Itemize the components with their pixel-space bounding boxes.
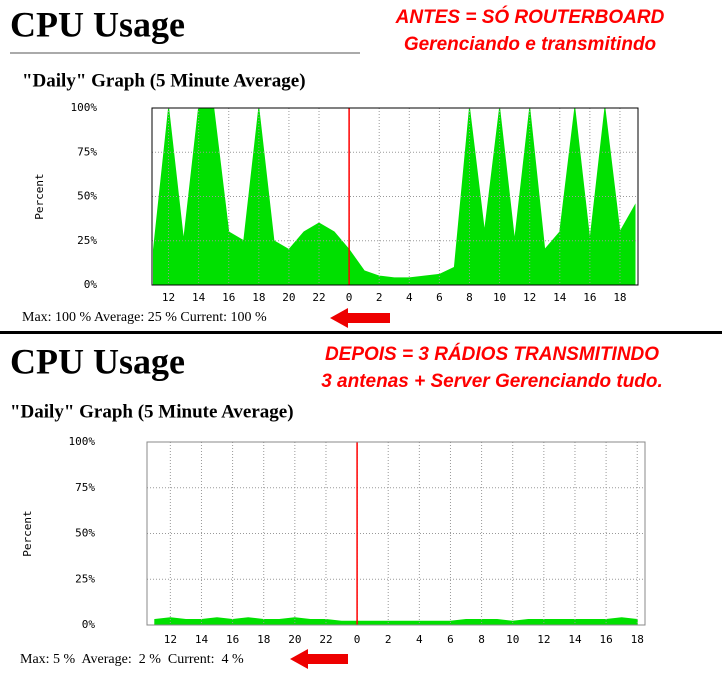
x-tick-label: 16: [583, 291, 596, 304]
summary: Max: 5 % Average: 2 % Current: 4 %: [20, 652, 244, 667]
x-tick-label: 14: [195, 633, 209, 646]
y-tick-label: 75%: [77, 145, 97, 158]
y-tick-label: 75%: [75, 481, 95, 494]
x-tick-label: 0: [346, 291, 353, 304]
annotation: DEPOIS = 3 RÁDIOS TRANSMITINDO: [325, 343, 659, 365]
y-axis-label: Percent: [33, 173, 46, 219]
x-tick-label: 22: [312, 291, 325, 304]
subtitle: "Daily" Graph (5 Minute Average): [22, 70, 306, 91]
annotation: 3 antenas + Server Gerenciando tudo.: [321, 371, 663, 392]
x-tick-label: 20: [288, 633, 301, 646]
y-tick-label: 50%: [77, 190, 97, 203]
x-tick-label: 12: [162, 291, 175, 304]
red-arrow: [290, 649, 348, 669]
annotation: Gerenciando e transmitindo: [404, 34, 656, 55]
annotation: ANTES = SÓ ROUTERBOARD: [395, 6, 665, 28]
y-tick-label: 25%: [75, 572, 95, 585]
x-tick-label: 18: [631, 633, 644, 646]
x-tick-label: 6: [436, 291, 443, 304]
x-tick-label: 0: [354, 633, 361, 646]
x-tick-label: 10: [506, 633, 519, 646]
x-tick-label: 12: [523, 291, 536, 304]
red-arrow: [330, 308, 390, 328]
x-tick-label: 14: [192, 291, 206, 304]
x-tick-label: 6: [447, 633, 454, 646]
plot-frame: [146, 441, 646, 626]
summary: Max: 100 % Average: 25 % Current: 100 %: [22, 310, 267, 325]
heading: CPU Usage: [10, 341, 185, 381]
x-tick-label: 16: [222, 291, 235, 304]
x-tick-label: 16: [599, 633, 612, 646]
heading: CPU Usage: [10, 4, 185, 44]
x-tick-label: 4: [406, 291, 413, 304]
x-tick-label: 22: [319, 633, 332, 646]
y-tick-label: 100%: [69, 435, 96, 448]
x-tick-label: 4: [416, 633, 423, 646]
x-tick-label: 14: [568, 633, 582, 646]
y-tick-label: 25%: [77, 234, 97, 247]
x-tick-label: 18: [252, 291, 265, 304]
y-tick-label: 50%: [75, 527, 95, 540]
x-tick-label: 18: [257, 633, 270, 646]
separator: [0, 331, 722, 334]
y-tick-label: 0%: [82, 618, 96, 631]
x-tick-label: 18: [613, 291, 626, 304]
x-tick-label: 14: [553, 291, 567, 304]
x-tick-label: 8: [466, 291, 473, 304]
cpu-area: [154, 617, 638, 626]
x-tick-label: 20: [282, 291, 295, 304]
x-tick-label: 2: [385, 633, 392, 646]
y-tick-label: 100%: [71, 101, 98, 114]
y-tick-label: 0%: [84, 278, 98, 291]
x-tick-label: 12: [164, 633, 177, 646]
subtitle: "Daily" Graph (5 Minute Average): [10, 401, 294, 422]
x-tick-label: 2: [376, 291, 383, 304]
y-axis-label: Percent: [21, 510, 34, 556]
cpu-area: [152, 107, 636, 286]
x-tick-label: 16: [226, 633, 239, 646]
x-tick-label: 10: [493, 291, 506, 304]
x-tick-label: 8: [478, 633, 485, 646]
plot-frame: [151, 107, 639, 286]
x-tick-label: 12: [537, 633, 550, 646]
